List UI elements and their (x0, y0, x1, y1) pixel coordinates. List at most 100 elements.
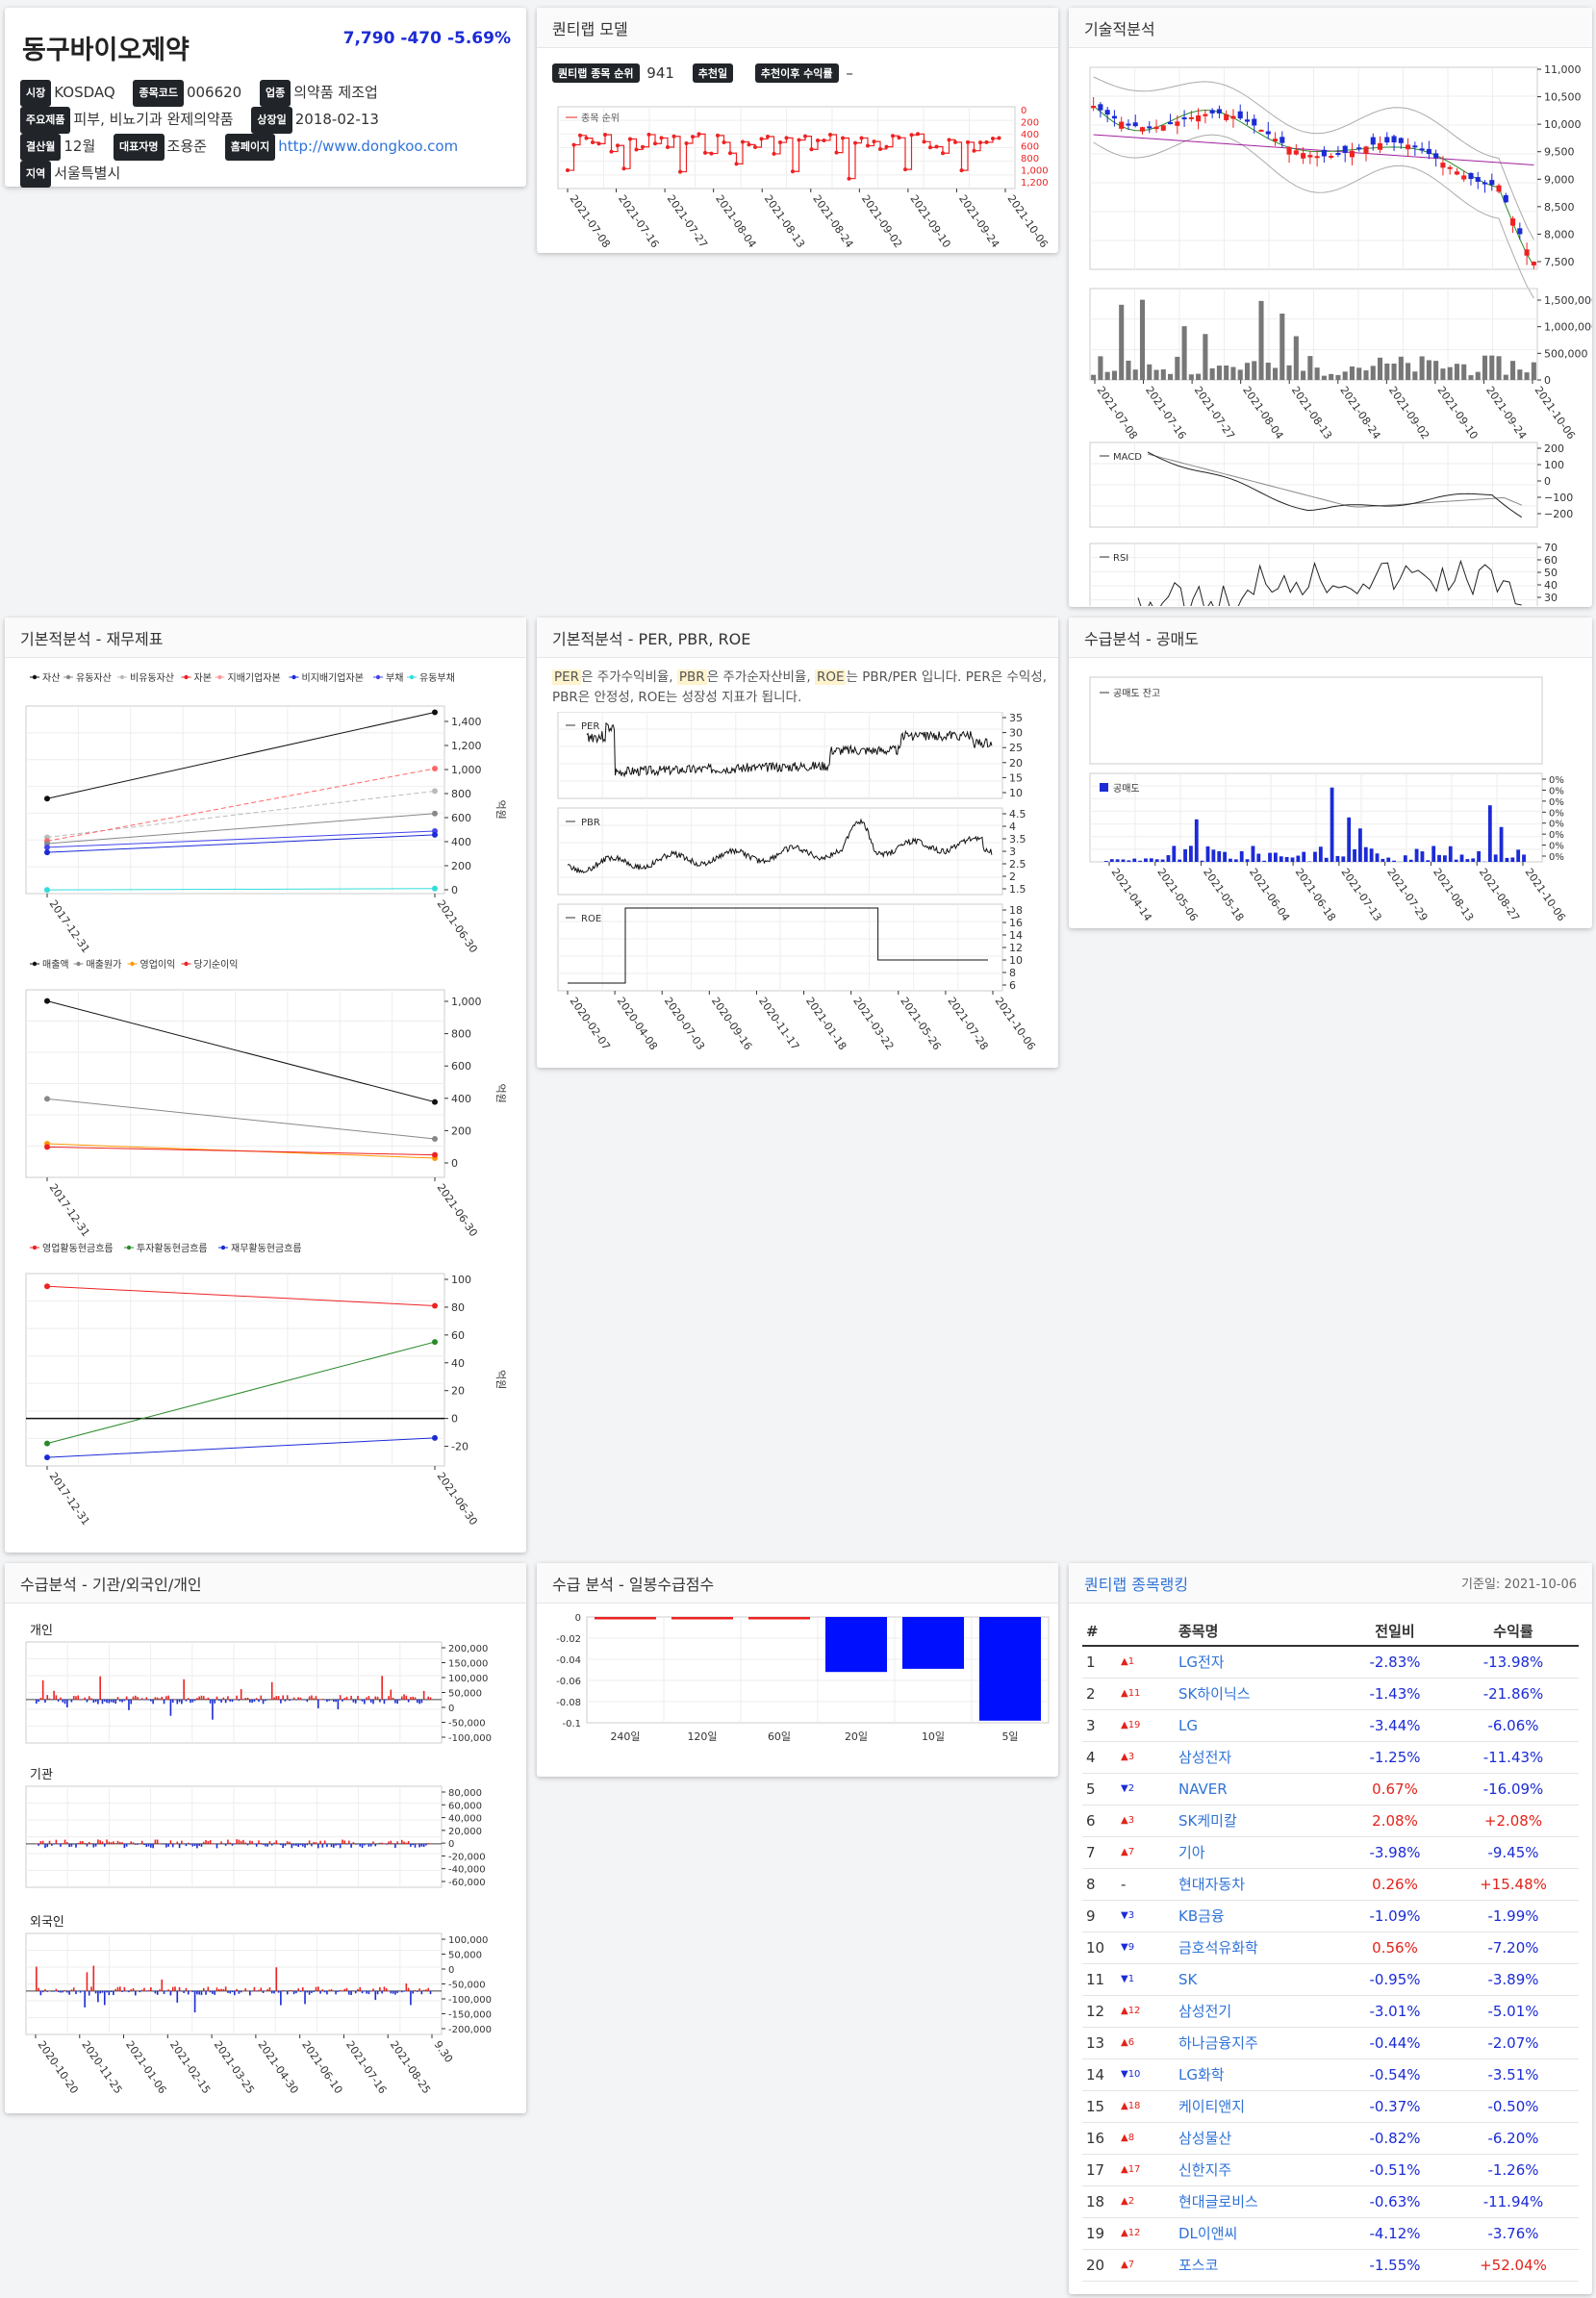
volume-bar (1335, 374, 1341, 380)
stock-link[interactable]: 기아 (1178, 1836, 1342, 1869)
stock-link[interactable]: SK (1178, 1963, 1342, 1996)
table-row[interactable]: 3 ▲19 LG -3.44% -6.06% (1082, 1709, 1579, 1742)
flow-bar (337, 1990, 340, 1992)
flow-bar (92, 1843, 95, 1848)
table-row[interactable]: 10 ▼9 금호석유화학 0.56% -7.20% (1082, 1932, 1579, 1964)
flow-bar (398, 1843, 401, 1845)
flow-bar (60, 1843, 62, 1847)
flow-bar (299, 1843, 302, 1846)
y-tick-label: 0 (448, 1839, 454, 1850)
flow-bar (169, 1840, 172, 1844)
flow-bar (392, 1843, 394, 1844)
table-row[interactable]: 13 ▲6 하나금융지주 -0.44% -2.07% (1082, 2027, 1579, 2059)
flow-bar (359, 1699, 362, 1701)
ranking-date: 기준일: 2021-10-06 (1461, 1578, 1577, 1592)
stock-link[interactable]: 삼성전자 (1178, 1741, 1342, 1774)
stock-link[interactable]: 삼성전기 (1178, 1995, 1342, 2028)
y-tick-label: 0 (451, 884, 458, 896)
stock-link[interactable]: LG화학 (1178, 2058, 1342, 2091)
flow-bar (156, 1839, 159, 1844)
x-tick-label: 2021-08-13 (1289, 384, 1334, 442)
flow-bar (150, 1699, 152, 1702)
y-tick-label: 200 (451, 1124, 471, 1137)
x-tick-label: 2021-09-10 (1434, 384, 1480, 442)
stock-link[interactable]: NAVER (1178, 1773, 1342, 1806)
stock-link[interactable]: 금호석유화학 (1178, 1932, 1342, 1964)
y-tick-label: 60 (1544, 554, 1558, 567)
homepage-link[interactable]: http://www.dongkoo.com (278, 138, 459, 155)
stock-link[interactable]: 신한지주 (1178, 2154, 1342, 2186)
flow-bar (57, 1699, 60, 1702)
flow-bar (231, 1699, 234, 1703)
product-value: 피부, 비뇨기과 완제의약품 (73, 111, 234, 128)
stock-link[interactable]: LG전자 (1178, 1646, 1342, 1679)
flow-bar (412, 1843, 415, 1846)
flow-bar (53, 1690, 55, 1700)
flow-bar (163, 1990, 165, 1994)
daily-change: -3.44% (1342, 1709, 1448, 1742)
flow-bar (319, 1840, 321, 1844)
table-row[interactable]: 20 ▲7 포스코 -1.55% +52.04% (1082, 2249, 1579, 2282)
candle-body (1111, 115, 1117, 119)
table-row[interactable]: 5 ▼2 NAVER 0.67% -16.09% (1082, 1773, 1579, 1806)
rank-point (697, 132, 701, 137)
table-row[interactable]: 9 ▼3 KB금융 -1.09% -1.99% (1082, 1900, 1579, 1932)
table-row[interactable]: 4 ▲3 삼성전자 -1.25% -11.43% (1082, 1741, 1579, 1774)
flow-bar (319, 1699, 321, 1701)
code-label: 종목코드 (133, 80, 184, 107)
stock-link[interactable]: DL이앤씨 (1178, 2217, 1342, 2250)
short-bar (1437, 854, 1441, 862)
flow-bar (234, 1843, 236, 1845)
daily-change: -0.54% (1342, 2058, 1448, 2091)
candle-body (1377, 142, 1383, 150)
table-row[interactable]: 6 ▲3 SK케미칼 2.08% +2.08% (1082, 1805, 1579, 1837)
table-row[interactable]: 7 ▲7 기아 -3.98% -9.45% (1082, 1836, 1579, 1869)
rank-label: 퀀티랩 종목 순위 (552, 63, 640, 83)
table-row[interactable]: 16 ▲8 삼성물산 -0.82% -6.20% (1082, 2122, 1579, 2155)
x-tick-label: 2021-05-18 (1201, 866, 1246, 923)
table-row[interactable]: 15 ▲18 케이티앤지 -0.37% -0.50% (1082, 2090, 1579, 2123)
table-row[interactable]: 2 ▲11 SK하이닉스 -1.43% -21.86% (1082, 1678, 1579, 1710)
x-tick-label: 2021-08-13 (1431, 866, 1476, 923)
flow-bar (372, 1988, 374, 1991)
table-row[interactable]: 8- 현대자동차 0.26% +15.48% (1082, 1868, 1579, 1901)
table-row[interactable]: 14 ▼10 LG화학 -0.54% -3.51% (1082, 2058, 1579, 2091)
short-bar (1262, 860, 1267, 862)
flow-bar (51, 1699, 53, 1701)
table-row[interactable]: 12 ▲12 삼성전기 -3.01% -5.01% (1082, 1995, 1579, 2028)
stock-link[interactable]: KB금융 (1178, 1900, 1342, 1932)
short-bar (1477, 850, 1482, 862)
y-tick-label: 0% (1549, 830, 1564, 841)
flow-bar (145, 1697, 148, 1700)
flow-bar (198, 1696, 200, 1700)
stock-link[interactable]: 포스코 (1178, 2249, 1342, 2282)
stock-link[interactable]: 현대글로비스 (1178, 2185, 1342, 2218)
stock-link[interactable]: SK케미칼 (1178, 1805, 1342, 1837)
rank-point (909, 133, 914, 138)
table-row[interactable]: 18 ▲2 현대글로비스 -0.63% -11.94% (1082, 2185, 1579, 2218)
score-bar (748, 1617, 810, 1620)
rank-point (772, 151, 776, 156)
x-tick-label: 2021-09-02 (859, 192, 904, 250)
flow-bar (383, 1986, 386, 1991)
short-bar (1205, 846, 1210, 862)
table-row[interactable]: 11 ▼1 SK -0.95% -3.89% (1082, 1963, 1579, 1996)
flow-bar (174, 1843, 176, 1845)
stock-link[interactable]: 삼성물산 (1178, 2122, 1342, 2155)
rank-point (859, 136, 864, 140)
table-row[interactable]: 19 ▲12 DL이앤씨 -4.12% -3.76% (1082, 2217, 1579, 2250)
flow-bar (301, 1699, 304, 1701)
stock-link[interactable]: LG (1178, 1709, 1342, 1742)
daily-change: 2.08% (1342, 1805, 1448, 1837)
y-tick-label: -0.04 (556, 1655, 581, 1666)
flow-bar (361, 1843, 364, 1849)
stock-link[interactable]: 하나금융지주 (1178, 2027, 1342, 2059)
flow-bar (222, 1988, 225, 1991)
stock-link[interactable]: SK하이닉스 (1178, 1678, 1342, 1710)
stock-link[interactable]: 케이티앤지 (1178, 2090, 1342, 2123)
x-tick-label: 2021-10-06 (1005, 192, 1051, 250)
table-row[interactable]: 17 ▲17 신한지주 -0.51% -1.26% (1082, 2154, 1579, 2186)
legend-label: 부채 (386, 672, 403, 684)
stock-link[interactable]: 현대자동차 (1178, 1868, 1342, 1901)
table-row[interactable]: 1 ▲1 LG전자 -2.83% -13.98% (1082, 1646, 1579, 1679)
